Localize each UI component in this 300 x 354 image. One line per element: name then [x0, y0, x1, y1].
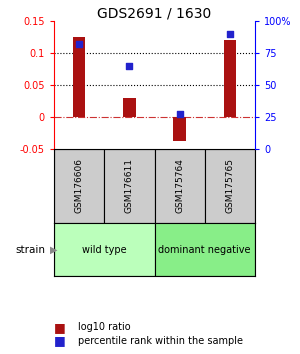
Text: GSM175765: GSM175765: [225, 158, 234, 213]
Text: GSM176611: GSM176611: [125, 158, 134, 213]
Text: ■: ■: [54, 334, 66, 347]
Bar: [224, 40, 236, 117]
Bar: [205, 149, 255, 223]
Text: percentile rank within the sample: percentile rank within the sample: [78, 336, 243, 346]
Point: [227, 31, 232, 37]
Point: [127, 63, 132, 69]
Bar: [173, 117, 186, 141]
Bar: [123, 98, 136, 117]
Text: GSM176606: GSM176606: [75, 158, 84, 213]
Bar: [54, 223, 154, 276]
Text: strain: strain: [15, 245, 45, 255]
Bar: [154, 149, 205, 223]
Text: dominant negative: dominant negative: [158, 245, 251, 255]
Text: ▶: ▶: [50, 245, 57, 255]
Bar: [104, 149, 154, 223]
Text: ■: ■: [54, 321, 66, 334]
Bar: [73, 37, 85, 117]
Bar: [154, 223, 255, 276]
Text: GSM175764: GSM175764: [175, 158, 184, 213]
Text: wild type: wild type: [82, 245, 127, 255]
Text: log10 ratio: log10 ratio: [78, 322, 130, 332]
Point: [177, 112, 182, 117]
Bar: [54, 149, 104, 223]
Point: [77, 41, 82, 47]
Title: GDS2691 / 1630: GDS2691 / 1630: [98, 6, 212, 20]
